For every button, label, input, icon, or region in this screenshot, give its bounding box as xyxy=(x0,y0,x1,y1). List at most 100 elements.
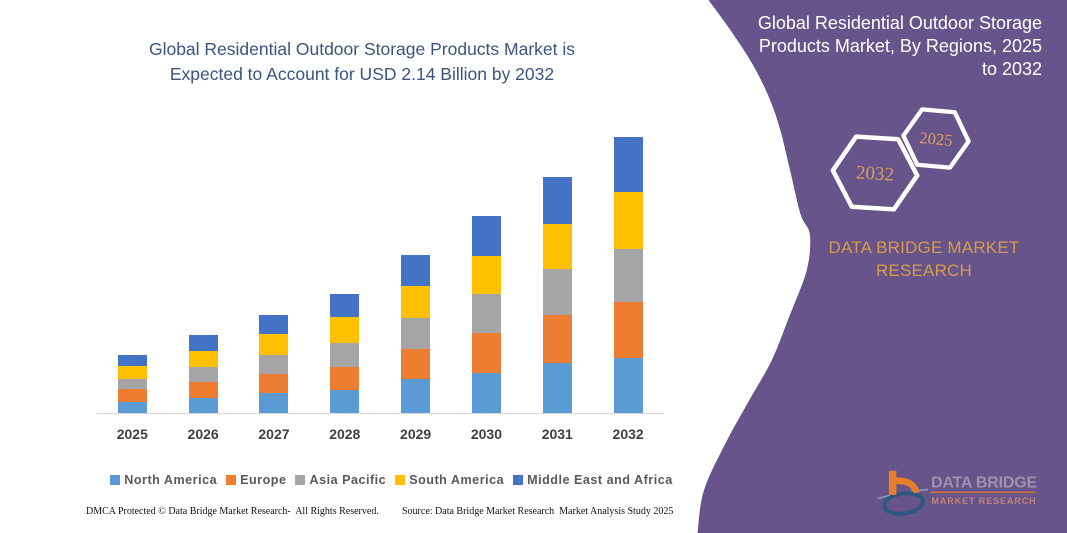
footer: DMCA Protected © Data Bridge Market Rese… xyxy=(0,506,700,520)
legend-item-middle-east-and-africa: Middle East and Africa xyxy=(513,473,673,487)
logo-tagline: MARKET RESEARCH xyxy=(932,496,1037,506)
x-axis-label-2028: 2028 xyxy=(329,425,361,442)
chart-title-line1: Global Residential Outdoor Storage Produ… xyxy=(148,39,576,59)
legend-swatch-icon xyxy=(295,475,306,485)
bar-segment-2026-north-america xyxy=(188,398,218,414)
purple-panel-curve xyxy=(697,0,1067,533)
bar-segment-2032-europe xyxy=(613,301,643,358)
stacked-bar-2025 xyxy=(117,354,147,414)
bar-segment-2027-asia-pacific xyxy=(259,355,289,374)
bar-segment-2030-europe xyxy=(471,333,501,374)
bar-segment-2029-europe xyxy=(401,349,431,380)
bar-segment-2027-south-america xyxy=(259,334,289,356)
chart-legend: North America Europe Asia Pacific South Ame… xyxy=(85,473,698,487)
bar-segment-2031-europe xyxy=(542,315,572,364)
legend-item-north-america: North America xyxy=(110,473,217,487)
bar-segment-2029-asia-pacific xyxy=(401,317,431,350)
stacked-bar-2029 xyxy=(401,255,431,414)
panel-heading-line1: Global Residential Outdoor Storage xyxy=(757,13,1042,33)
legend-label: North America xyxy=(124,473,218,487)
brand-line2: RESEARCH xyxy=(875,261,973,280)
dbmr-logo: DATA BRIDGE MARKET RESEARCH xyxy=(877,470,1038,516)
hexagon-2032-label: 2032 xyxy=(855,162,894,185)
legend-label: Asia Pacific xyxy=(309,473,387,487)
bar-segment-2028-europe xyxy=(330,367,360,390)
hexagon-2025-label: 2025 xyxy=(919,128,954,150)
bar-segment-2028-asia-pacific xyxy=(330,343,360,368)
bar-segment-2029-north-america xyxy=(401,379,431,414)
chart-title: Global Residential Outdoor Storage Produ… xyxy=(60,37,664,87)
logo-underline xyxy=(930,491,1036,494)
legend-label: Europe xyxy=(240,473,287,487)
x-axis-label-2025: 2025 xyxy=(116,425,148,442)
stacked-bar-2027 xyxy=(259,315,289,414)
year-hexagons: 2032 2025 xyxy=(830,107,971,212)
x-axis-label-2032: 2032 xyxy=(612,425,644,442)
bar-segment-2032-middle-east-and-africa xyxy=(613,137,643,193)
footer-source-text: Source: Data Bridge Market Research Mark… xyxy=(402,506,674,517)
bar-segment-2030-south-america xyxy=(471,255,501,295)
bar-segment-2025-middle-east-and-africa xyxy=(117,354,147,367)
bar-segment-2031-south-america xyxy=(542,223,572,269)
bar-segment-2031-middle-east-and-africa xyxy=(542,176,572,224)
bar-segment-2025-asia-pacific xyxy=(117,378,147,390)
bar-segment-2032-south-america xyxy=(613,192,643,249)
footer-dmca-text: DMCA Protected © Data Bridge Market Rese… xyxy=(86,506,379,517)
legend-swatch-icon xyxy=(395,475,406,485)
bar-segment-2032-asia-pacific xyxy=(613,248,643,302)
logo-swoosh xyxy=(882,491,925,516)
bar-segment-2025-north-america xyxy=(117,401,147,414)
hexagon-2025 xyxy=(901,107,971,170)
bar-segment-2026-asia-pacific xyxy=(188,366,218,382)
bar-segment-2025-south-america xyxy=(117,366,147,379)
bar-segment-2031-north-america xyxy=(542,363,572,414)
bar-segment-2028-north-america xyxy=(330,390,360,414)
stacked-bar-2026 xyxy=(188,335,218,414)
chart-title-line2: Expected to Account for USD 2.14 Billion… xyxy=(169,64,555,84)
x-axis-label-2029: 2029 xyxy=(400,425,432,442)
x-axis-line xyxy=(97,413,664,414)
bar-segment-2032-north-america xyxy=(613,357,643,414)
bar-segment-2027-europe xyxy=(259,374,289,394)
x-axis-label-2031: 2031 xyxy=(541,425,573,442)
bar-segment-2027-north-america xyxy=(259,393,289,414)
x-axis-label-2030: 2030 xyxy=(470,425,503,442)
legend-item-europe: Europe xyxy=(226,473,286,487)
bar-segment-2028-middle-east-and-africa xyxy=(330,293,360,318)
bar-segment-2026-europe xyxy=(188,382,218,398)
bar-segment-2031-asia-pacific xyxy=(542,268,572,316)
brand-wordmark: DATA BRIDGE MARKET RESEARCH xyxy=(774,236,1067,282)
logo-title: DATA BRIDGE xyxy=(931,475,1037,492)
bar-segment-2025-europe xyxy=(117,389,147,402)
bar-segment-2026-south-america xyxy=(188,350,218,367)
brand-line1: DATA BRIDGE MARKET xyxy=(828,238,1020,257)
logo-b-mark xyxy=(888,470,920,495)
stacked-bar-2028 xyxy=(330,293,360,414)
panel-heading: Global Residential Outdoor Storage Produ… xyxy=(712,12,1042,81)
bar-segment-2026-middle-east-and-africa xyxy=(188,335,218,351)
bar-segment-2030-middle-east-and-africa xyxy=(471,215,501,256)
x-axis-label-2027: 2027 xyxy=(258,425,290,442)
bar-segment-2030-north-america xyxy=(471,373,501,414)
legend-swatch-icon xyxy=(110,475,121,485)
stacked-bar-2030 xyxy=(471,215,501,414)
bar-segment-2028-south-america xyxy=(330,317,360,344)
bar-segment-2029-south-america xyxy=(401,286,431,318)
legend-swatch-icon xyxy=(226,475,237,485)
legend-label: Middle East and Africa xyxy=(527,473,673,487)
legend-item-asia-pacific: Asia Pacific xyxy=(295,473,386,487)
legend-swatch-icon xyxy=(513,475,524,485)
x-axis-label-2026: 2026 xyxy=(187,425,219,442)
stacked-bar-2031 xyxy=(542,176,572,414)
bar-segment-2027-middle-east-and-africa xyxy=(259,315,289,335)
legend-label: South America xyxy=(409,473,505,487)
bar-segment-2029-middle-east-and-africa xyxy=(401,255,431,287)
hexagon-2032 xyxy=(830,134,920,212)
panel-heading-line2: Products Market, By Regions, 2025 xyxy=(758,36,1042,56)
panel-heading-line3: to 2032 xyxy=(981,59,1042,79)
legend-item-south-america: South America xyxy=(395,473,504,487)
stacked-bar-2032 xyxy=(613,137,643,414)
bar-segment-2030-asia-pacific xyxy=(471,294,501,334)
